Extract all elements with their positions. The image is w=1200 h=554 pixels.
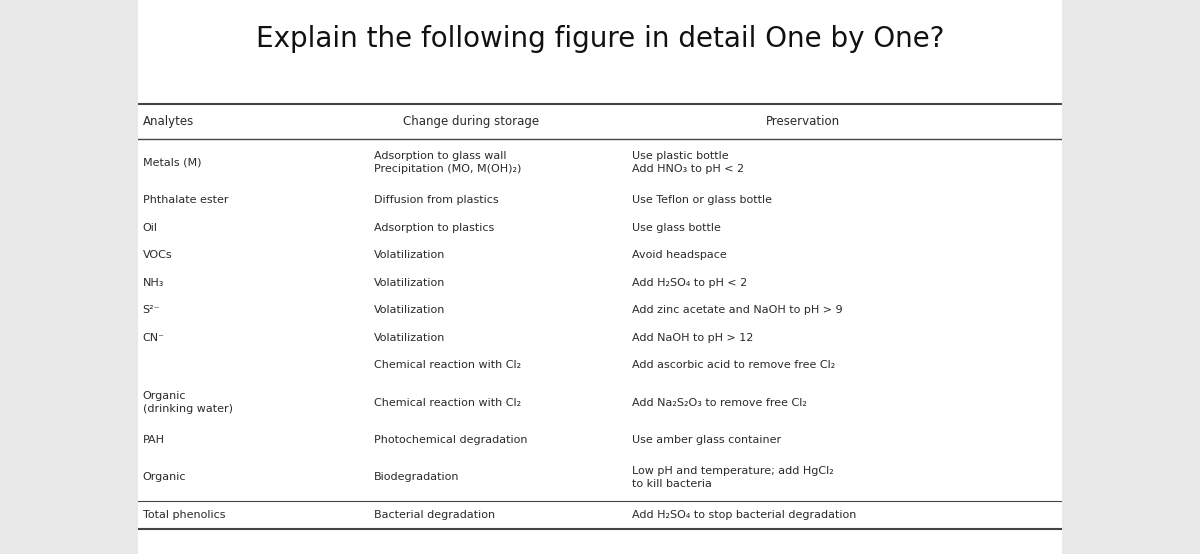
Text: Use glass bottle: Use glass bottle — [632, 223, 721, 233]
Text: Volatilization: Volatilization — [373, 332, 445, 342]
Text: Bacterial degradation: Bacterial degradation — [373, 510, 494, 520]
Text: to kill bacteria: to kill bacteria — [632, 479, 713, 489]
Text: Explain the following figure in detail One by One?: Explain the following figure in detail O… — [256, 25, 944, 53]
Text: Use amber glass container: Use amber glass container — [632, 435, 781, 445]
Text: Add NaOH to pH > 12: Add NaOH to pH > 12 — [632, 332, 754, 342]
Text: Low pH and temperature; add HgCl₂: Low pH and temperature; add HgCl₂ — [632, 466, 834, 476]
Text: Add ascorbic acid to remove free Cl₂: Add ascorbic acid to remove free Cl₂ — [632, 360, 835, 370]
Text: CN⁻: CN⁻ — [143, 332, 164, 342]
Text: Add H₂SO₄ to pH < 2: Add H₂SO₄ to pH < 2 — [632, 278, 748, 288]
Text: S²⁻: S²⁻ — [143, 305, 160, 315]
Text: Organic: Organic — [143, 473, 186, 483]
Text: NH₃: NH₃ — [143, 278, 164, 288]
Text: Change during storage: Change during storage — [402, 115, 539, 128]
Text: Organic: Organic — [143, 391, 186, 401]
Text: Add Na₂S₂O₃ to remove free Cl₂: Add Na₂S₂O₃ to remove free Cl₂ — [632, 398, 808, 408]
Text: Oil: Oil — [143, 223, 157, 233]
Text: Adsorption to glass wall: Adsorption to glass wall — [373, 151, 506, 161]
Text: Volatilization: Volatilization — [373, 250, 445, 260]
Text: Use Teflon or glass bottle: Use Teflon or glass bottle — [632, 195, 773, 205]
Text: Add zinc acetate and NaOH to pH > 9: Add zinc acetate and NaOH to pH > 9 — [632, 305, 842, 315]
Text: Chemical reaction with Cl₂: Chemical reaction with Cl₂ — [373, 360, 521, 370]
Text: Chemical reaction with Cl₂: Chemical reaction with Cl₂ — [373, 398, 521, 408]
Text: Use plastic bottle: Use plastic bottle — [632, 151, 728, 161]
Text: VOCs: VOCs — [143, 250, 173, 260]
Text: (drinking water): (drinking water) — [143, 404, 233, 414]
Text: Preservation: Preservation — [767, 115, 840, 128]
Text: Add HNO₃ to pH < 2: Add HNO₃ to pH < 2 — [632, 165, 744, 175]
Text: Volatilization: Volatilization — [373, 305, 445, 315]
Text: Total phenolics: Total phenolics — [143, 510, 226, 520]
Text: Volatilization: Volatilization — [373, 278, 445, 288]
Text: PAH: PAH — [143, 435, 164, 445]
Text: Avoid headspace: Avoid headspace — [632, 250, 727, 260]
Text: Phthalate ester: Phthalate ester — [143, 195, 228, 205]
Text: Add H₂SO₄ to stop bacterial degradation: Add H₂SO₄ to stop bacterial degradation — [632, 510, 857, 520]
Text: Adsorption to plastics: Adsorption to plastics — [373, 223, 494, 233]
Text: Biodegradation: Biodegradation — [373, 473, 460, 483]
Text: Metals (M): Metals (M) — [143, 158, 202, 168]
Text: Precipitation (MO, M(OH)₂): Precipitation (MO, M(OH)₂) — [373, 165, 521, 175]
Text: Diffusion from plastics: Diffusion from plastics — [373, 195, 498, 205]
Text: Photochemical degradation: Photochemical degradation — [373, 435, 527, 445]
Text: Analytes: Analytes — [143, 115, 194, 128]
